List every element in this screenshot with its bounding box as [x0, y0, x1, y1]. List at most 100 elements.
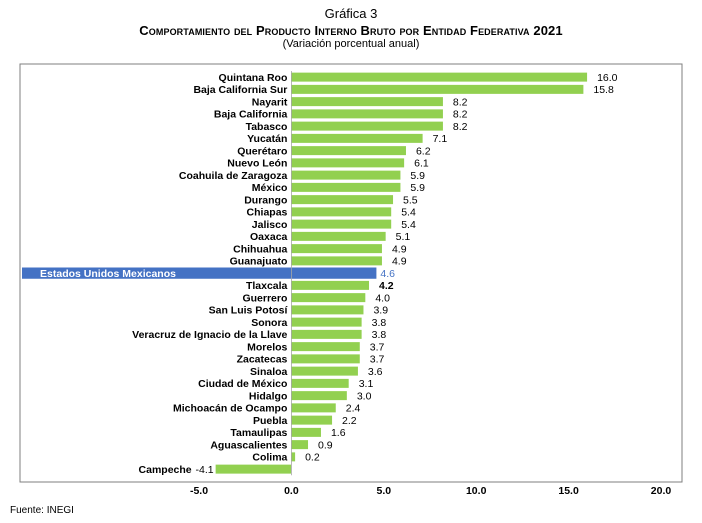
chart-subtitle: (Variación porcentual anual) [282, 38, 420, 50]
bar [291, 280, 370, 290]
category-label: Campeche [139, 464, 192, 476]
data-label: 4.2 [379, 280, 394, 292]
data-label: 2.4 [346, 403, 361, 415]
category-label: México [252, 182, 288, 194]
bar [291, 219, 392, 229]
category-label: Guerrero [242, 292, 287, 304]
category-label: Tlaxcala [246, 280, 288, 292]
category-label: San Luis Potosí [209, 305, 289, 317]
data-label: 5.4 [401, 207, 416, 219]
category-label: Aguascalientes [210, 439, 287, 451]
data-label: 3.7 [370, 341, 385, 353]
data-label: -4.1 [196, 464, 214, 476]
category-label: Ciudad de México [198, 378, 287, 390]
data-label: 5.4 [401, 219, 416, 231]
bar [291, 329, 362, 339]
bar [291, 415, 333, 425]
category-label: Puebla [253, 415, 288, 427]
bar [291, 244, 382, 254]
data-label: 3.9 [373, 305, 388, 317]
data-label: 3.8 [372, 317, 387, 329]
category-label: Baja California [214, 109, 288, 121]
data-label: 16.0 [597, 72, 618, 84]
category-label: Sinaloa [250, 366, 288, 378]
data-label: 3.1 [359, 378, 374, 390]
data-label: 6.2 [416, 145, 431, 157]
x-tick-label: 20.0 [651, 485, 672, 497]
data-label: 3.0 [357, 390, 372, 402]
category-label: Jalisco [252, 219, 288, 231]
bar [291, 121, 443, 131]
chart-pretitle: Gráfica 3 [324, 6, 378, 21]
data-label: 3.8 [372, 329, 387, 341]
bar [291, 342, 360, 352]
bar [291, 133, 423, 143]
category-label: Coahuila de Zaragoza [179, 170, 288, 182]
highlight-band [22, 267, 377, 279]
category-label: Querétaro [237, 145, 287, 157]
bar [291, 403, 336, 413]
chart-title: Comportamiento del Producto Interno Brut… [139, 23, 563, 38]
bar [291, 293, 366, 303]
category-label: Durango [244, 194, 287, 206]
source-note: Fuente: INEGI [10, 505, 74, 516]
data-label: 5.9 [410, 170, 425, 182]
bar [215, 464, 292, 474]
data-label: 1.6 [331, 427, 346, 439]
data-label: 7.1 [433, 133, 448, 145]
data-label: 3.6 [368, 366, 383, 378]
bar [291, 256, 382, 266]
data-label: 8.2 [453, 96, 468, 108]
category-label: Sonora [251, 317, 287, 329]
bar [291, 146, 406, 156]
plot-frame [19, 63, 683, 483]
category-label: Zacatecas [237, 354, 288, 366]
bar [291, 158, 405, 168]
data-label: 4.9 [392, 256, 407, 268]
bar [291, 231, 386, 241]
category-label: Quintana Roo [219, 72, 288, 84]
category-label: Nayarit [252, 96, 288, 108]
bar [291, 170, 401, 180]
bar [291, 84, 584, 94]
bar [291, 354, 360, 364]
category-label: Estados Unidos Mexicanos [40, 268, 176, 280]
data-label: 15.8 [593, 84, 614, 96]
category-label: Guanajuato [230, 256, 288, 268]
category-label: Hidalgo [249, 390, 288, 402]
bar [291, 440, 309, 450]
bar [291, 207, 392, 217]
data-label: 0.9 [318, 439, 333, 451]
bar [291, 305, 364, 315]
data-label: 5.5 [403, 194, 418, 206]
x-tick-label: 0.0 [284, 485, 299, 497]
data-label: 5.9 [410, 182, 425, 194]
x-tick-label: 15.0 [558, 485, 579, 497]
data-label: 6.1 [414, 158, 429, 170]
x-tick-label: 5.0 [376, 485, 391, 497]
category-label: Tamaulipas [230, 427, 287, 439]
bar [291, 317, 362, 327]
bar [291, 378, 349, 388]
data-label: 4.9 [392, 243, 407, 255]
data-label: 2.2 [342, 415, 357, 427]
bar [291, 72, 588, 82]
category-label: Tabasco [246, 121, 288, 133]
data-label: 5.1 [396, 231, 411, 243]
bar [291, 195, 394, 205]
data-label: 0.2 [305, 452, 320, 464]
category-label: Veracruz de Ignacio de la Llave [132, 329, 287, 341]
category-label: Nuevo León [227, 158, 287, 170]
bar [291, 452, 296, 462]
category-label: Baja California Sur [193, 84, 287, 96]
data-label: 8.2 [453, 109, 468, 121]
bar [291, 97, 443, 107]
category-label: Yucatán [247, 133, 287, 145]
data-label: 3.7 [370, 354, 385, 366]
category-label: Oaxaca [250, 231, 288, 243]
bar [291, 427, 321, 437]
data-label: 8.2 [453, 121, 468, 133]
x-tick-label: 10.0 [466, 485, 487, 497]
category-label: Chiapas [247, 207, 288, 219]
